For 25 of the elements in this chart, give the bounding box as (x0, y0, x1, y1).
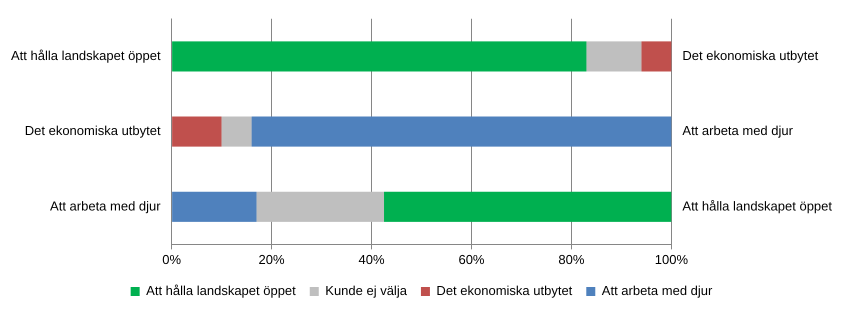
x-tick-label: 60% (458, 252, 485, 267)
bar (172, 116, 222, 147)
bar (252, 116, 672, 147)
x-tick-label: 80% (558, 252, 585, 267)
y-tick-label: Det ekonomiska utbytet (24, 123, 161, 138)
legend-label: Kunde ej välja (325, 283, 408, 298)
x-tick-label: 40% (358, 252, 385, 267)
legend-label: Att arbeta med djur (602, 283, 714, 298)
y-tick-label: Att hålla landskapet öppet (11, 48, 161, 63)
bar (222, 116, 252, 147)
y2-tick-label: Att arbeta med djur (682, 123, 794, 138)
y2-tick-label: Att hålla landskapet öppet (682, 198, 832, 214)
x-tick-label: 100% (654, 252, 688, 267)
y-tick-label: Att arbeta med djur (50, 198, 162, 214)
bar (586, 41, 642, 72)
bar (256, 192, 384, 222)
x-tick-label: 0% (162, 252, 182, 267)
x-tick-label: 20% (258, 252, 286, 267)
bar (641, 41, 672, 72)
legend-label: Att hålla landskapet öppet (146, 283, 296, 298)
bar (172, 192, 257, 222)
bar (172, 41, 586, 72)
y2-tick-label: Det ekonomiska utbytet (682, 48, 819, 63)
bar (384, 192, 672, 222)
legend-label: Det ekonomiska utbytet (436, 283, 573, 298)
